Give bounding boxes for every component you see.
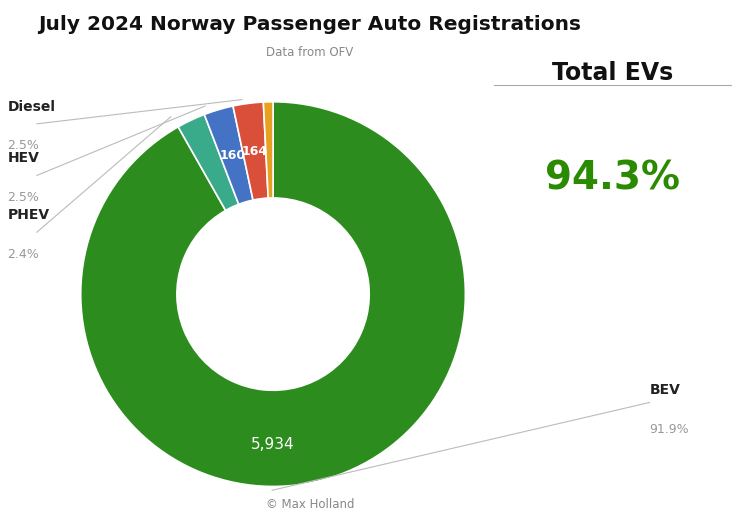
Wedge shape <box>263 102 273 198</box>
Wedge shape <box>178 115 238 211</box>
Text: HEV: HEV <box>7 151 39 165</box>
Text: © Max Holland: © Max Holland <box>266 498 354 511</box>
Text: BEV: BEV <box>649 383 680 397</box>
Text: Diesel: Diesel <box>7 100 55 114</box>
Text: 94.3%: 94.3% <box>545 160 680 198</box>
Text: 5,934: 5,934 <box>251 437 295 452</box>
Text: 160: 160 <box>219 149 245 163</box>
Text: 164: 164 <box>241 144 267 157</box>
Text: Data from OFV: Data from OFV <box>266 46 354 59</box>
Text: July 2024 Norway Passenger Auto Registrations: July 2024 Norway Passenger Auto Registra… <box>38 15 582 35</box>
Text: 91.9%: 91.9% <box>649 423 689 436</box>
Wedge shape <box>233 102 268 200</box>
Text: 2.5%: 2.5% <box>7 191 39 204</box>
Text: PHEV: PHEV <box>7 208 49 222</box>
Text: 2.5%: 2.5% <box>7 139 39 152</box>
Wedge shape <box>204 106 253 204</box>
Text: Total EVs: Total EVs <box>552 61 673 85</box>
Wedge shape <box>80 102 466 487</box>
Text: 2.4%: 2.4% <box>7 248 39 261</box>
